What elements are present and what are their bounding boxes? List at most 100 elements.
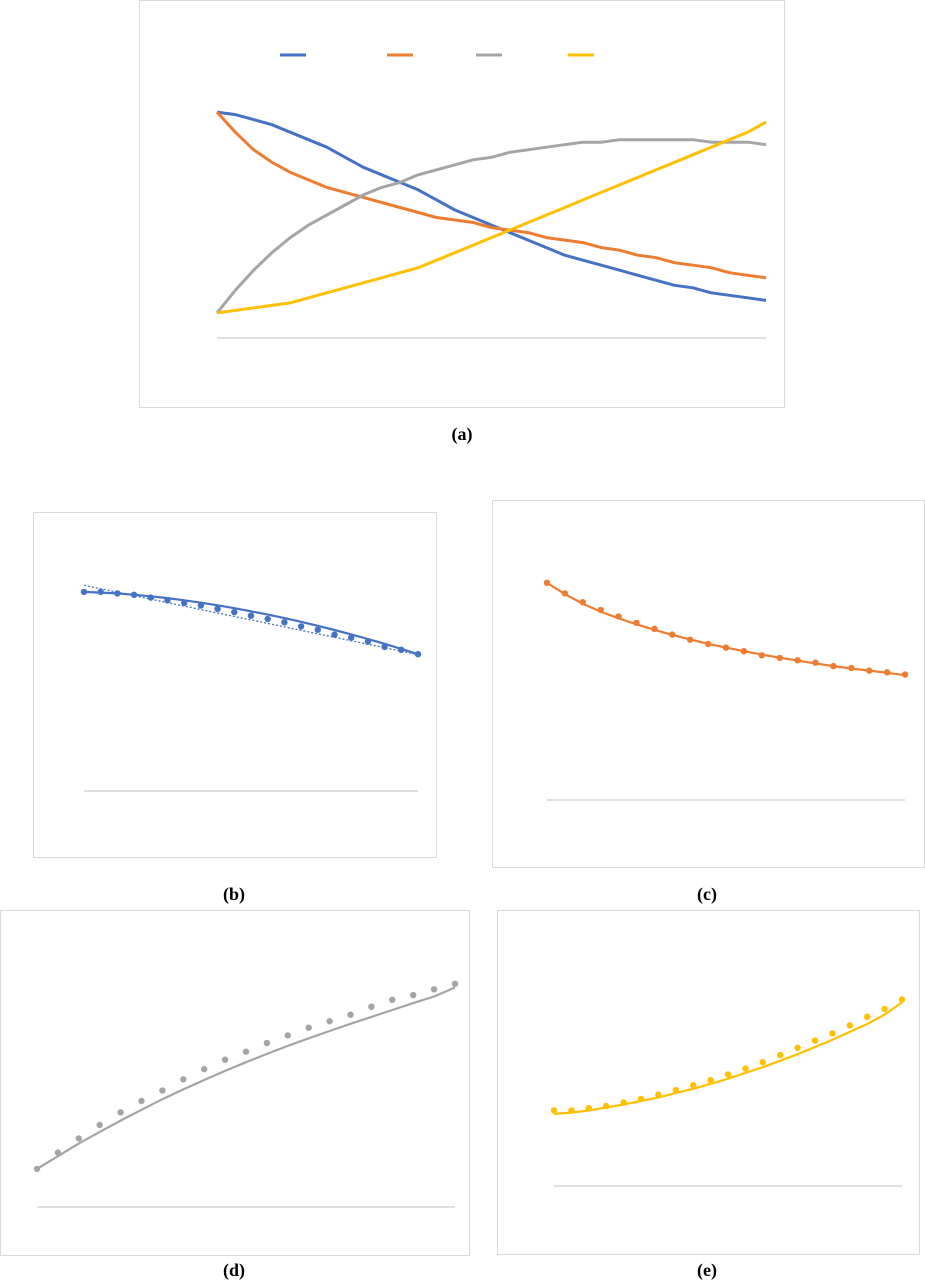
- data-point: [381, 643, 388, 651]
- data-point: [740, 648, 748, 655]
- data-point: [690, 1082, 697, 1089]
- data-point: [812, 659, 819, 666]
- chart-svg-exposed: [543, 579, 909, 801]
- data-point: [620, 1099, 627, 1106]
- data-point: [811, 1037, 819, 1044]
- data-point: [758, 652, 765, 659]
- data-point: [742, 1065, 749, 1072]
- data-point: [777, 1051, 784, 1059]
- data-point: [794, 1044, 801, 1051]
- data-point: [331, 631, 338, 638]
- data-point: [221, 1056, 229, 1063]
- chart-panel-recovered: [497, 910, 920, 1255]
- data-point: [704, 640, 712, 648]
- data-point: [97, 588, 104, 596]
- data-point: [864, 1013, 871, 1020]
- data-point: [197, 602, 205, 609]
- data-point: [147, 594, 154, 601]
- caption-b: (b): [223, 884, 245, 904]
- data-point: [651, 625, 658, 633]
- data-point: [866, 667, 873, 674]
- data-point: [410, 991, 417, 999]
- data-point: [655, 1091, 662, 1098]
- chart-panel-exposed: [492, 500, 925, 868]
- data-point: [364, 638, 372, 645]
- series-line-recovered: [216, 120, 767, 315]
- data-point: [164, 597, 171, 604]
- data-point: [138, 1097, 145, 1105]
- data-point: [829, 1030, 836, 1037]
- data-point: [585, 1105, 592, 1112]
- data-point: [75, 1135, 83, 1142]
- data-point: [281, 619, 288, 626]
- caption-a: (a): [451, 424, 473, 444]
- data-point: [96, 1121, 103, 1129]
- fitted-curve: [36, 986, 456, 1170]
- chart-svg-susceptible: [80, 584, 422, 792]
- data-point: [881, 1005, 888, 1013]
- data-point: [80, 588, 88, 596]
- data-point: [561, 590, 569, 597]
- data-point: [159, 1087, 166, 1094]
- fitted-curve: [83, 590, 419, 656]
- data-point: [264, 615, 271, 623]
- data-point: [568, 1107, 575, 1114]
- data-point: [707, 1077, 714, 1084]
- data-point: [830, 662, 837, 670]
- data-point: [414, 651, 422, 658]
- data-point: [180, 1076, 187, 1083]
- data-point: [759, 1059, 766, 1066]
- data-point: [901, 671, 909, 678]
- caption-e: (e): [697, 1260, 717, 1280]
- data-point: [54, 1149, 62, 1156]
- data-point: [776, 654, 783, 662]
- data-point: [181, 599, 188, 607]
- data-point: [247, 612, 255, 619]
- data-point: [201, 1065, 208, 1073]
- data-point: [637, 1095, 645, 1103]
- data-point: [263, 1039, 271, 1047]
- data-point: [297, 623, 305, 630]
- data-point: [669, 631, 676, 638]
- data-point: [724, 1071, 732, 1078]
- caption-d: (d): [223, 1260, 245, 1280]
- data-point: [214, 605, 221, 612]
- data-point: [430, 986, 438, 993]
- data-point: [722, 644, 730, 651]
- data-point: [615, 613, 622, 620]
- series-line-infected: [215, 138, 767, 314]
- data-point: [848, 664, 855, 672]
- data-point: [543, 579, 551, 586]
- chart-svg-seir: [215, 53, 767, 339]
- chart-panel-susceptible: [33, 512, 437, 858]
- trendline: [83, 584, 419, 656]
- data-point: [672, 1087, 679, 1094]
- data-point: [33, 1165, 41, 1173]
- data-point: [130, 591, 138, 598]
- series-line-exposed: [215, 111, 767, 280]
- data-point: [451, 980, 459, 987]
- chart-panel-seir: [139, 0, 785, 408]
- data-point: [883, 669, 891, 676]
- data-point: [347, 1011, 354, 1018]
- data-point: [284, 1032, 291, 1039]
- data-point: [579, 599, 586, 606]
- data-point: [314, 626, 321, 633]
- data-point: [231, 608, 238, 616]
- data-point: [348, 634, 355, 641]
- chart-svg-recovered: [550, 996, 906, 1187]
- data-point: [603, 1102, 610, 1110]
- data-point: [117, 1109, 124, 1116]
- data-point: [326, 1018, 333, 1025]
- data-point: [114, 590, 121, 597]
- caption-c: (c): [697, 884, 717, 904]
- fitted-curve: [553, 1001, 903, 1116]
- data-point: [242, 1048, 250, 1055]
- data-point: [389, 996, 396, 1003]
- data-point: [846, 1022, 853, 1029]
- data-point: [633, 619, 640, 627]
- data-point: [794, 657, 801, 664]
- data-point: [898, 996, 906, 1003]
- chart-svg-infected: [33, 980, 459, 1208]
- chart-panel-infected: [0, 910, 470, 1256]
